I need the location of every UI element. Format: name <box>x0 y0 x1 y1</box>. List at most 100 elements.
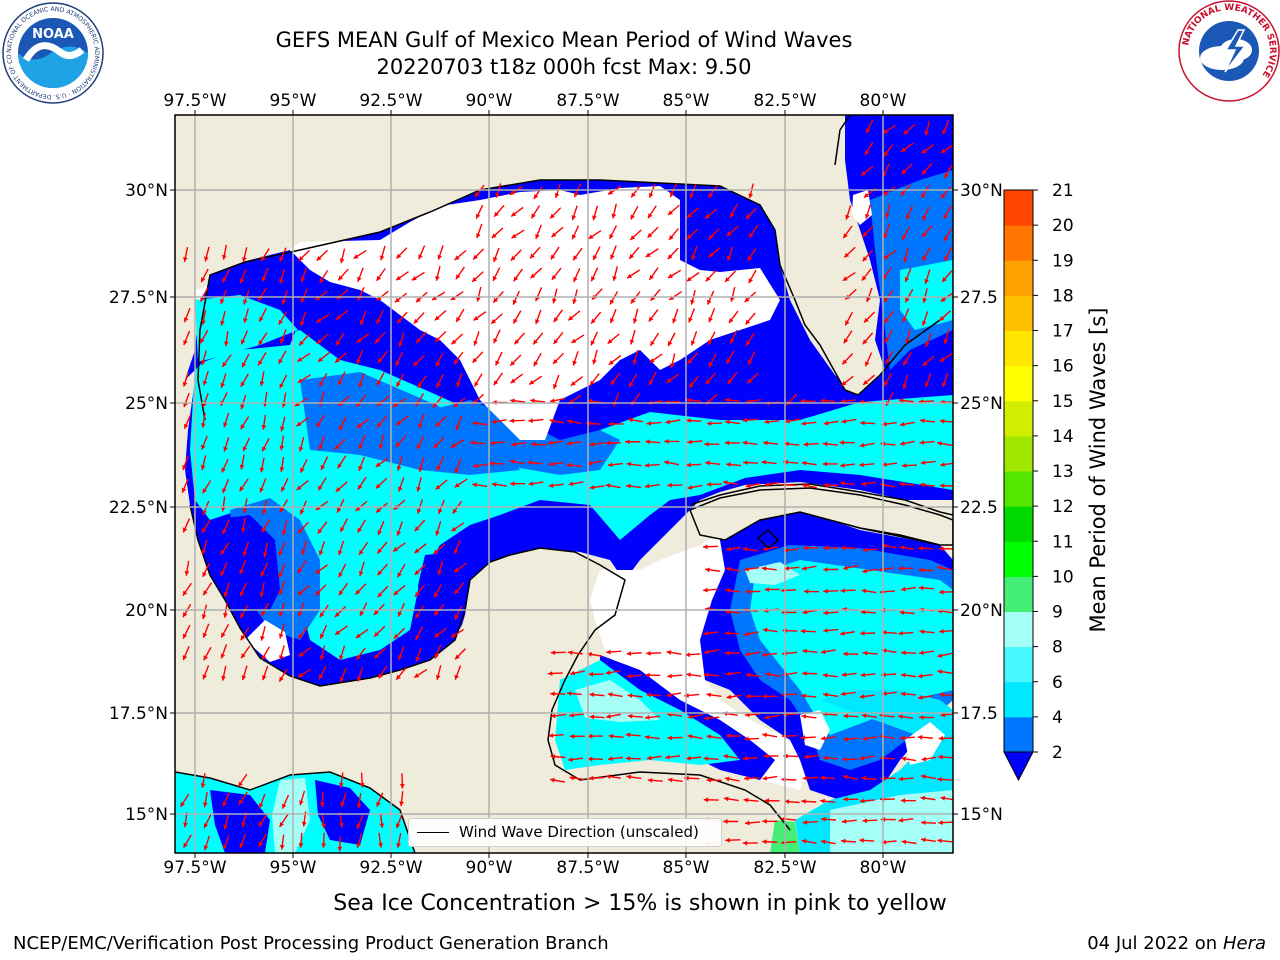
wind-arrow <box>862 374 876 386</box>
wind-arrow <box>552 374 560 390</box>
wind-arrow <box>937 652 953 658</box>
wind-arrow <box>667 777 683 783</box>
wind-arrow <box>843 330 853 344</box>
wind-arrow <box>860 609 876 615</box>
wind-arrow <box>937 838 953 844</box>
wind-arrow <box>437 560 444 576</box>
wind-arrow <box>570 376 584 387</box>
wind-arrow <box>625 439 641 445</box>
wind-arrow <box>294 397 308 407</box>
wind-arrow <box>261 665 269 681</box>
wind-arrow <box>257 833 268 847</box>
colorbar-segment <box>1004 225 1033 261</box>
wind-arrow <box>902 352 912 366</box>
wind-arrow <box>727 246 734 262</box>
wind-arrow <box>860 165 874 177</box>
wind-arrow <box>547 671 563 676</box>
wind-arrow <box>414 519 426 532</box>
wind-arrow <box>842 756 858 762</box>
wind-arrow <box>511 441 527 447</box>
wind-arrow <box>820 775 836 781</box>
wind-arrow <box>396 521 403 536</box>
wind-arrow <box>473 373 483 387</box>
wind-arrow <box>356 333 370 344</box>
wind-arrow <box>821 816 837 822</box>
wind-arrow <box>742 417 758 423</box>
wind-arrow <box>337 371 346 386</box>
legend-line-sample <box>417 832 449 833</box>
wind-arrow <box>358 373 365 388</box>
wind-arrow <box>726 733 742 739</box>
wind-arrow <box>939 589 953 595</box>
wind-arrow <box>645 672 661 678</box>
wind-arrow <box>571 334 585 344</box>
wind-arrow <box>938 310 951 322</box>
wind-arrow <box>803 441 819 447</box>
wind-arrow <box>431 291 446 301</box>
colorbar-segment <box>1004 716 1033 753</box>
wind-arrow <box>337 268 349 281</box>
wind-arrow <box>626 774 642 780</box>
wind-arrow <box>803 754 820 760</box>
wind-arrow <box>240 517 246 533</box>
wind-arrow <box>179 793 190 808</box>
wind-arrow <box>784 565 800 571</box>
wind-arrow <box>723 796 739 802</box>
wind-arrow <box>340 792 347 808</box>
wind-arrow <box>608 355 622 366</box>
lat-label-right: 15°N <box>960 805 1003 825</box>
wind-arrow <box>258 332 268 346</box>
wind-arrow <box>942 205 952 220</box>
wind-arrow <box>221 244 228 260</box>
wind-arrow <box>392 542 406 553</box>
wind-arrow <box>725 837 741 843</box>
wind-arrow <box>242 498 248 514</box>
colorbar-segment <box>1004 506 1033 542</box>
wind-arrow <box>859 694 875 699</box>
wind-arrow <box>688 375 700 389</box>
wind-arrow <box>605 713 621 719</box>
wind-arrow <box>762 652 778 658</box>
wind-arrow <box>882 186 896 197</box>
wind-arrow <box>203 814 212 829</box>
wind-arrow <box>315 584 327 597</box>
wind-arrow <box>454 458 462 474</box>
wind-arrow <box>783 547 799 553</box>
lat-label-left: 15°N <box>125 805 168 825</box>
wind-arrow <box>435 521 442 536</box>
noaa-logo: NATIONAL OCEANIC AND ATMOSPHERIC ADMINIS… <box>2 2 104 104</box>
wind-arrow <box>279 247 287 262</box>
wind-arrow <box>626 673 642 679</box>
lon-label-top: 85°W <box>663 91 710 111</box>
colorbar-tick-label: 18 <box>1052 286 1074 306</box>
wind-arrow <box>359 310 367 326</box>
wind-arrow <box>745 332 755 347</box>
wind-arrow <box>335 309 349 321</box>
wind-arrow <box>822 673 838 678</box>
wind-arrow <box>742 755 758 761</box>
wind-arrow <box>300 311 307 327</box>
colorbar-segment <box>1004 190 1033 226</box>
wind-arrow <box>707 185 718 199</box>
wind-arrow <box>747 350 756 366</box>
colorbar-tick-label: 20 <box>1052 216 1074 236</box>
wind-arrow <box>647 777 663 783</box>
wind-arrow <box>632 308 639 324</box>
wind-arrow <box>725 671 741 677</box>
wind-arrow <box>376 268 386 282</box>
wind-arrow <box>648 309 659 322</box>
wind-arrow <box>842 225 853 239</box>
noaa-logo-text: NOAA <box>32 27 74 42</box>
wind-arrow <box>862 650 878 656</box>
wind-arrow <box>339 772 344 788</box>
colorbar-extend-arrow <box>1003 751 1034 782</box>
wind-arrow <box>339 812 344 828</box>
wind-arrow <box>393 627 406 640</box>
wind-arrow <box>454 648 466 660</box>
wind-arrow <box>823 567 839 572</box>
wind-arrow <box>298 249 310 262</box>
wind-arrow <box>729 286 736 302</box>
wind-arrow <box>703 587 719 593</box>
wind-arrow <box>820 798 836 804</box>
